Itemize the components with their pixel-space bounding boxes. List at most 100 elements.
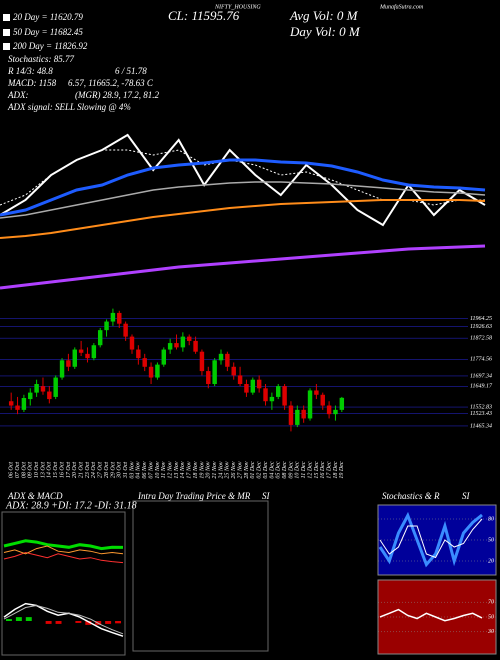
candle-body <box>104 321 109 331</box>
series-line <box>0 181 486 219</box>
x-tick-label: 10 Oct <box>34 462 40 478</box>
x-tick-label: 03 Nov <box>129 461 135 479</box>
x-tick-label: 17 Dec <box>326 461 332 478</box>
x-tick-label: 13 Nov <box>174 461 180 479</box>
stat: 6 / 51.78 <box>115 66 147 76</box>
panel-title: SI <box>462 491 471 501</box>
x-tick-label: 27 Oct <box>98 462 104 478</box>
series-line <box>3 602 124 637</box>
candle-body <box>186 336 192 341</box>
y-tick-label: 11523.43 <box>470 410 492 417</box>
candle-body <box>199 351 205 372</box>
stat: MACD: 1158 <box>7 78 57 88</box>
stat: ADX: <box>7 90 29 100</box>
candle-body <box>263 388 268 402</box>
x-tick-label: 12 Dec <box>307 461 313 478</box>
x-tick-label: 09 Dec <box>288 461 294 478</box>
y-tick-label: 11926.63 <box>470 324 492 330</box>
candle-body <box>250 379 256 393</box>
x-tick-label: 12 Nov <box>168 461 174 479</box>
x-tick-label: 26 Nov <box>231 461 237 479</box>
histogram-bar <box>115 621 122 624</box>
series-line <box>0 244 486 290</box>
candle-body <box>206 371 211 384</box>
y-tick-label: 11649.17 <box>470 383 493 390</box>
x-tick-label: 16 Dec <box>320 461 326 478</box>
y-tick-label: 11465.34 <box>470 422 492 429</box>
x-tick-label: 19 Nov <box>199 461 205 479</box>
x-tick-label: 13 Oct <box>40 462 46 478</box>
candle-body <box>244 384 249 393</box>
x-tick-label: 27 Nov <box>237 461 243 479</box>
legend-swatch <box>3 14 10 21</box>
series-line <box>0 158 486 217</box>
x-tick-label: 18 Dec <box>333 461 339 478</box>
x-tick-label: 01 Dec <box>250 461 256 478</box>
y-tick-label: 11964.25 <box>470 315 492 322</box>
candle-body <box>15 405 20 410</box>
candle-body <box>136 349 141 359</box>
candle-body <box>34 384 39 393</box>
series-line <box>0 133 486 227</box>
site-title: MunafaSutra.com <box>379 3 424 10</box>
y-tick-label: 50 <box>488 537 494 543</box>
x-tick-label: 20 Oct <box>72 462 78 478</box>
series-line <box>3 539 124 551</box>
x-tick-label: 19 Dec <box>339 461 345 478</box>
adx-box-label: ADX: 28.9 +DI: 17.2 -DI: 31.18 <box>5 500 137 511</box>
series-line <box>379 608 483 622</box>
x-tick-label: 04 Nov <box>135 461 142 479</box>
backgrounds <box>1 500 269 656</box>
candle-body <box>307 390 313 419</box>
panel-title: Stochastics & R <box>382 491 440 501</box>
histogram-bar <box>15 617 22 621</box>
x-tick-label: 14 Oct <box>46 462 53 478</box>
x-tick-label: 05 Dec <box>276 461 282 478</box>
x-tick-label: 31 Oct <box>123 462 129 479</box>
histogram-bar <box>75 621 82 623</box>
x-tick-label: 18 Nov <box>193 461 199 479</box>
candle-body <box>78 349 84 353</box>
panel-title: Intra Day Trading Price & MR <box>137 491 251 501</box>
candle-body <box>237 375 243 384</box>
y-tick-label: 20 <box>488 558 494 564</box>
candle-body <box>85 353 90 359</box>
candle-body <box>282 386 287 406</box>
candle-body <box>59 360 65 378</box>
candle-body <box>155 364 160 378</box>
candle-body <box>193 340 198 352</box>
x-tick-label: 08 Dec <box>282 461 288 478</box>
x-tick-label: 07 Oct <box>15 462 21 478</box>
candle-body <box>333 409 338 415</box>
x-tick-label: 16 Oct <box>59 462 65 478</box>
candle-body <box>91 345 97 359</box>
intraday-box <box>132 500 269 652</box>
panel-title: SI <box>262 491 271 501</box>
candle-body <box>161 349 167 365</box>
candle-body <box>148 366 154 378</box>
legend-entry: 20 Day = 11620.79 <box>13 12 83 22</box>
x-tick-label: 17 Oct <box>66 462 72 478</box>
header: MunafaSutra.com NIFTY_HOUSING CL: 11595.… <box>3 3 424 112</box>
candle-body <box>320 394 325 406</box>
candle-body <box>288 405 294 425</box>
candle-body <box>225 353 230 367</box>
avg-vol: Avg Vol: 0 M <box>289 8 359 23</box>
x-tick-label: 07 Nov <box>148 461 154 479</box>
x-tick-label: 08 Oct <box>21 462 27 478</box>
candle-body <box>66 360 71 367</box>
y-tick-label: 11697.34 <box>470 372 492 379</box>
candle-body <box>301 409 306 419</box>
histogram-bar <box>105 621 112 624</box>
x-tick-label: 15 Oct <box>53 462 59 478</box>
series-line <box>3 604 124 635</box>
legend-swatch <box>3 43 10 50</box>
candle-body <box>40 386 46 392</box>
x-tick-label: 06 Oct <box>9 462 15 478</box>
y-tick-label: 11872.58 <box>470 336 492 342</box>
panel-title: ADX & MACD <box>7 491 63 501</box>
x-tick-label: 24 Oct <box>90 462 97 478</box>
series-line <box>378 511 483 568</box>
close-label: CL: 11595.76 <box>168 8 240 23</box>
